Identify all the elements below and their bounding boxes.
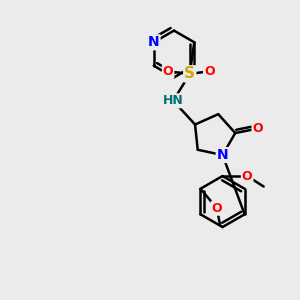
Text: O: O [242,169,253,182]
Text: N: N [217,148,228,162]
Text: O: O [204,65,214,78]
Text: O: O [163,65,173,78]
Text: O: O [252,122,263,135]
Text: S: S [184,66,195,81]
Text: N: N [148,35,160,49]
Text: O: O [212,202,222,215]
Text: HN: HN [163,94,184,107]
